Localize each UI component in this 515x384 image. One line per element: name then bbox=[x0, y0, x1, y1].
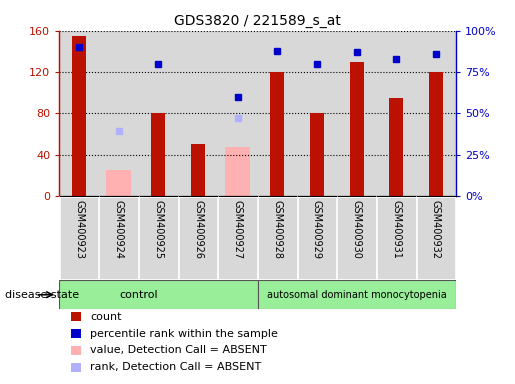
Text: GSM400926: GSM400926 bbox=[193, 200, 203, 259]
FancyBboxPatch shape bbox=[99, 197, 138, 280]
Bar bbox=[297, 31, 337, 196]
Bar bbox=[99, 31, 139, 196]
Bar bbox=[106, 170, 131, 196]
Text: GSM400930: GSM400930 bbox=[352, 200, 362, 259]
Bar bbox=[429, 72, 443, 196]
Text: count: count bbox=[90, 312, 122, 322]
Bar bbox=[218, 31, 258, 196]
Bar bbox=[225, 147, 250, 196]
FancyBboxPatch shape bbox=[139, 197, 178, 280]
Bar bbox=[71, 362, 81, 372]
Text: GSM400932: GSM400932 bbox=[431, 200, 441, 259]
FancyBboxPatch shape bbox=[258, 197, 297, 280]
FancyBboxPatch shape bbox=[60, 197, 98, 280]
Text: rank, Detection Call = ABSENT: rank, Detection Call = ABSENT bbox=[90, 362, 262, 372]
Text: value, Detection Call = ABSENT: value, Detection Call = ABSENT bbox=[90, 345, 267, 356]
Text: autosomal dominant monocytopenia: autosomal dominant monocytopenia bbox=[267, 290, 447, 300]
Text: GSM400927: GSM400927 bbox=[233, 200, 243, 259]
Bar bbox=[350, 62, 364, 196]
Bar bbox=[72, 36, 86, 196]
Text: GSM400931: GSM400931 bbox=[391, 200, 401, 259]
Text: percentile rank within the sample: percentile rank within the sample bbox=[90, 329, 278, 339]
Bar bbox=[337, 31, 376, 196]
Bar bbox=[389, 98, 403, 196]
Text: disease state: disease state bbox=[5, 290, 79, 300]
Text: GSM400925: GSM400925 bbox=[153, 200, 163, 259]
Bar bbox=[59, 31, 99, 196]
Text: GSM400924: GSM400924 bbox=[114, 200, 124, 259]
Bar bbox=[416, 31, 456, 196]
FancyBboxPatch shape bbox=[417, 197, 455, 280]
Bar bbox=[258, 31, 297, 196]
Bar bbox=[139, 31, 178, 196]
Text: control: control bbox=[119, 290, 158, 300]
Text: GSM400923: GSM400923 bbox=[74, 200, 84, 259]
Bar bbox=[151, 113, 165, 196]
FancyBboxPatch shape bbox=[59, 280, 258, 309]
FancyBboxPatch shape bbox=[377, 197, 416, 280]
Text: GSM400928: GSM400928 bbox=[272, 200, 282, 259]
Bar bbox=[71, 346, 81, 355]
Bar bbox=[178, 31, 218, 196]
Text: GSM400929: GSM400929 bbox=[312, 200, 322, 259]
Bar bbox=[71, 329, 81, 338]
FancyBboxPatch shape bbox=[179, 197, 217, 280]
Title: GDS3820 / 221589_s_at: GDS3820 / 221589_s_at bbox=[174, 14, 341, 28]
FancyBboxPatch shape bbox=[298, 197, 336, 280]
FancyBboxPatch shape bbox=[218, 197, 257, 280]
Bar bbox=[270, 72, 284, 196]
Bar bbox=[71, 312, 81, 321]
FancyBboxPatch shape bbox=[337, 197, 376, 280]
FancyBboxPatch shape bbox=[258, 280, 456, 309]
Bar bbox=[310, 113, 324, 196]
Bar bbox=[191, 144, 205, 196]
Bar bbox=[376, 31, 416, 196]
